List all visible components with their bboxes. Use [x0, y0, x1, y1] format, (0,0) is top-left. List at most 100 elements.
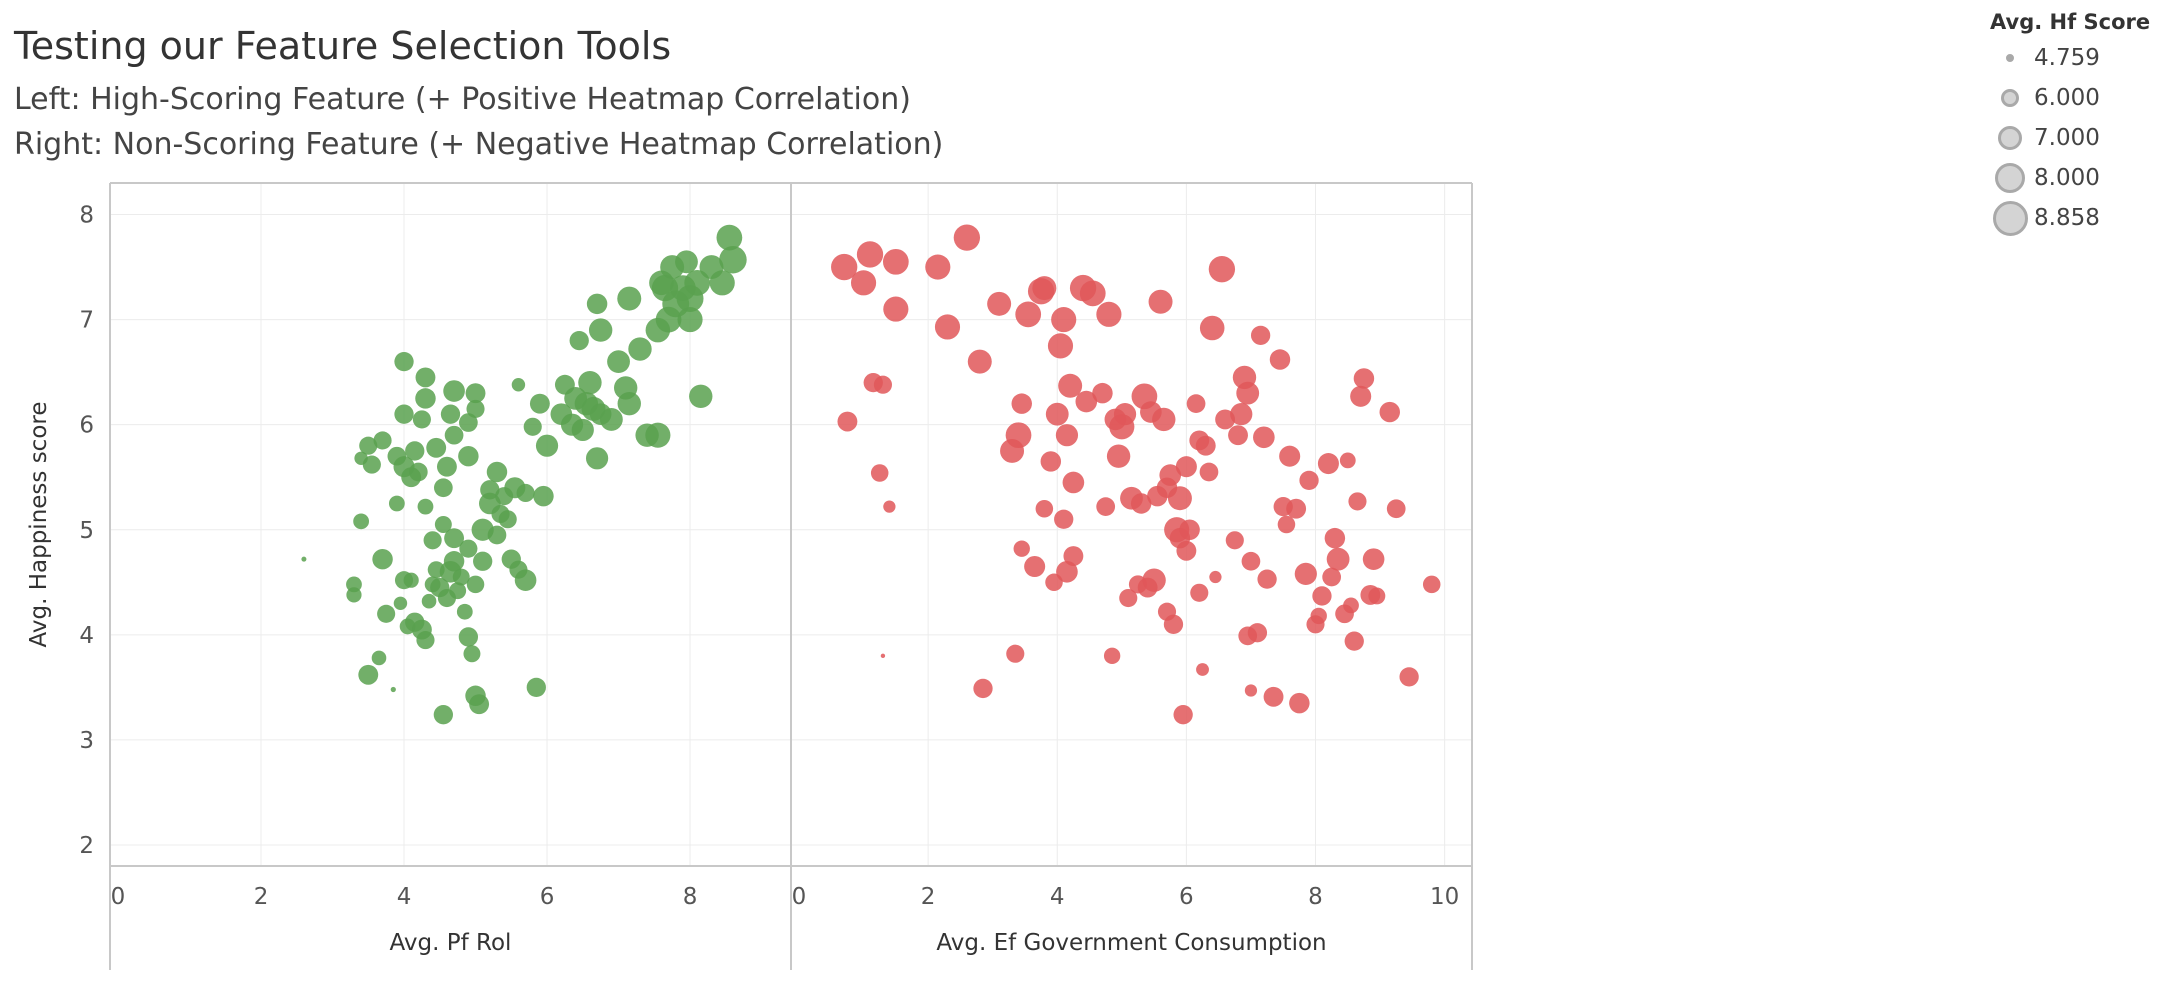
- data-point: [412, 410, 431, 429]
- data-point: [1032, 276, 1057, 301]
- data-point: [716, 224, 743, 251]
- data-point: [1312, 586, 1332, 606]
- data-point: [1241, 551, 1261, 571]
- data-point: [1186, 394, 1206, 414]
- data-point: [1230, 403, 1253, 426]
- y-axis-label: Avg. Happiness score: [26, 401, 52, 647]
- data-point: [1152, 407, 1176, 432]
- data-point: [388, 495, 405, 512]
- points-layer: [301, 224, 1441, 725]
- data-point: [689, 384, 713, 409]
- x-tick-label: 4: [397, 884, 412, 910]
- data-point: [1092, 382, 1113, 404]
- data-point: [1339, 452, 1356, 469]
- data-point: [873, 375, 892, 394]
- data-point: [987, 291, 1012, 316]
- data-point: [684, 269, 711, 296]
- legend-items: 4.759 6.000 7.000 8.000 8.858: [1990, 38, 2150, 238]
- data-point: [578, 370, 602, 395]
- data-point: [1062, 471, 1085, 494]
- data-point: [371, 650, 387, 666]
- data-point: [675, 250, 698, 274]
- data-point: [934, 314, 961, 340]
- data-point: [466, 399, 485, 418]
- data-point: [1006, 644, 1025, 663]
- legend-label: 8.000: [2034, 165, 2100, 191]
- data-point: [1063, 546, 1084, 566]
- legend-circle: [1992, 200, 2028, 236]
- legend-title: Avg. Hf Score: [1990, 10, 2151, 34]
- size-legend: Avg. Hf Score 4.759 6.000 7.000 8.000 8.858: [1990, 10, 2150, 238]
- data-point: [649, 270, 674, 296]
- legend-label: 7.000: [2034, 125, 2100, 151]
- data-point: [458, 627, 479, 647]
- data-point: [1350, 385, 1372, 407]
- data-point: [628, 337, 652, 361]
- legend-label: 4.759: [2034, 45, 2100, 71]
- data-point: [1047, 333, 1074, 359]
- data-point: [465, 383, 486, 404]
- data-point: [1208, 256, 1236, 283]
- data-point: [571, 418, 594, 442]
- y-tick-label: 8: [79, 203, 94, 229]
- data-point: [415, 388, 436, 409]
- data-point: [444, 528, 465, 549]
- legend-label: 8.858: [2034, 205, 2100, 231]
- x-tick-label: 2: [254, 884, 269, 910]
- data-point: [1011, 393, 1032, 414]
- x-tick-label: 0: [792, 884, 807, 910]
- data-point: [1322, 567, 1341, 587]
- chart-subtitle-left: Left: High-Scoring Feature (+ Positive H…: [14, 82, 911, 117]
- data-point: [1253, 426, 1275, 449]
- data-point: [459, 539, 478, 558]
- x-tick-label: 6: [540, 884, 555, 910]
- data-point: [1244, 684, 1258, 697]
- data-point: [1024, 556, 1046, 578]
- data-point: [1236, 381, 1260, 405]
- data-point: [514, 569, 537, 592]
- chart-subtitle-right: Right: Non-Scoring Feature (+ Negative H…: [14, 127, 944, 162]
- data-point: [416, 631, 435, 650]
- data-point: [443, 380, 465, 402]
- y-tick-label: 4: [79, 623, 94, 649]
- legend-item: 7.000: [1990, 118, 2150, 158]
- data-point: [535, 434, 559, 457]
- data-point: [1199, 315, 1225, 341]
- data-point: [645, 422, 671, 448]
- data-point: [607, 350, 630, 374]
- data-point: [870, 464, 889, 482]
- data-point: [967, 349, 992, 374]
- data-point: [883, 296, 909, 322]
- data-point: [1422, 575, 1441, 594]
- data-point: [1167, 486, 1192, 511]
- data-point: [1040, 451, 1062, 472]
- y-tick-label: 5: [79, 518, 94, 544]
- data-point: [373, 431, 392, 450]
- legend-item: 8.858: [1990, 198, 2150, 238]
- data-point: [353, 513, 370, 530]
- data-point: [1209, 570, 1222, 584]
- data-point: [1215, 409, 1236, 430]
- legend-size-swatch: [1990, 163, 2030, 193]
- data-point: [1015, 301, 1042, 328]
- data-point: [1056, 560, 1078, 583]
- data-point: [1013, 540, 1030, 557]
- data-point: [487, 525, 507, 545]
- data-point: [880, 653, 886, 659]
- data-point: [1173, 705, 1193, 725]
- data-point: [586, 293, 608, 315]
- data-point: [1054, 509, 1074, 529]
- data-point: [526, 677, 546, 698]
- data-point: [403, 572, 419, 588]
- data-point: [423, 531, 442, 550]
- data-point: [1045, 402, 1069, 426]
- data-point: [1386, 499, 1406, 519]
- data-point: [1005, 422, 1032, 449]
- data-point: [837, 411, 858, 432]
- data-point: [1035, 499, 1054, 518]
- data-point: [856, 241, 884, 268]
- data-point: [1344, 631, 1364, 651]
- data-point: [1250, 325, 1271, 346]
